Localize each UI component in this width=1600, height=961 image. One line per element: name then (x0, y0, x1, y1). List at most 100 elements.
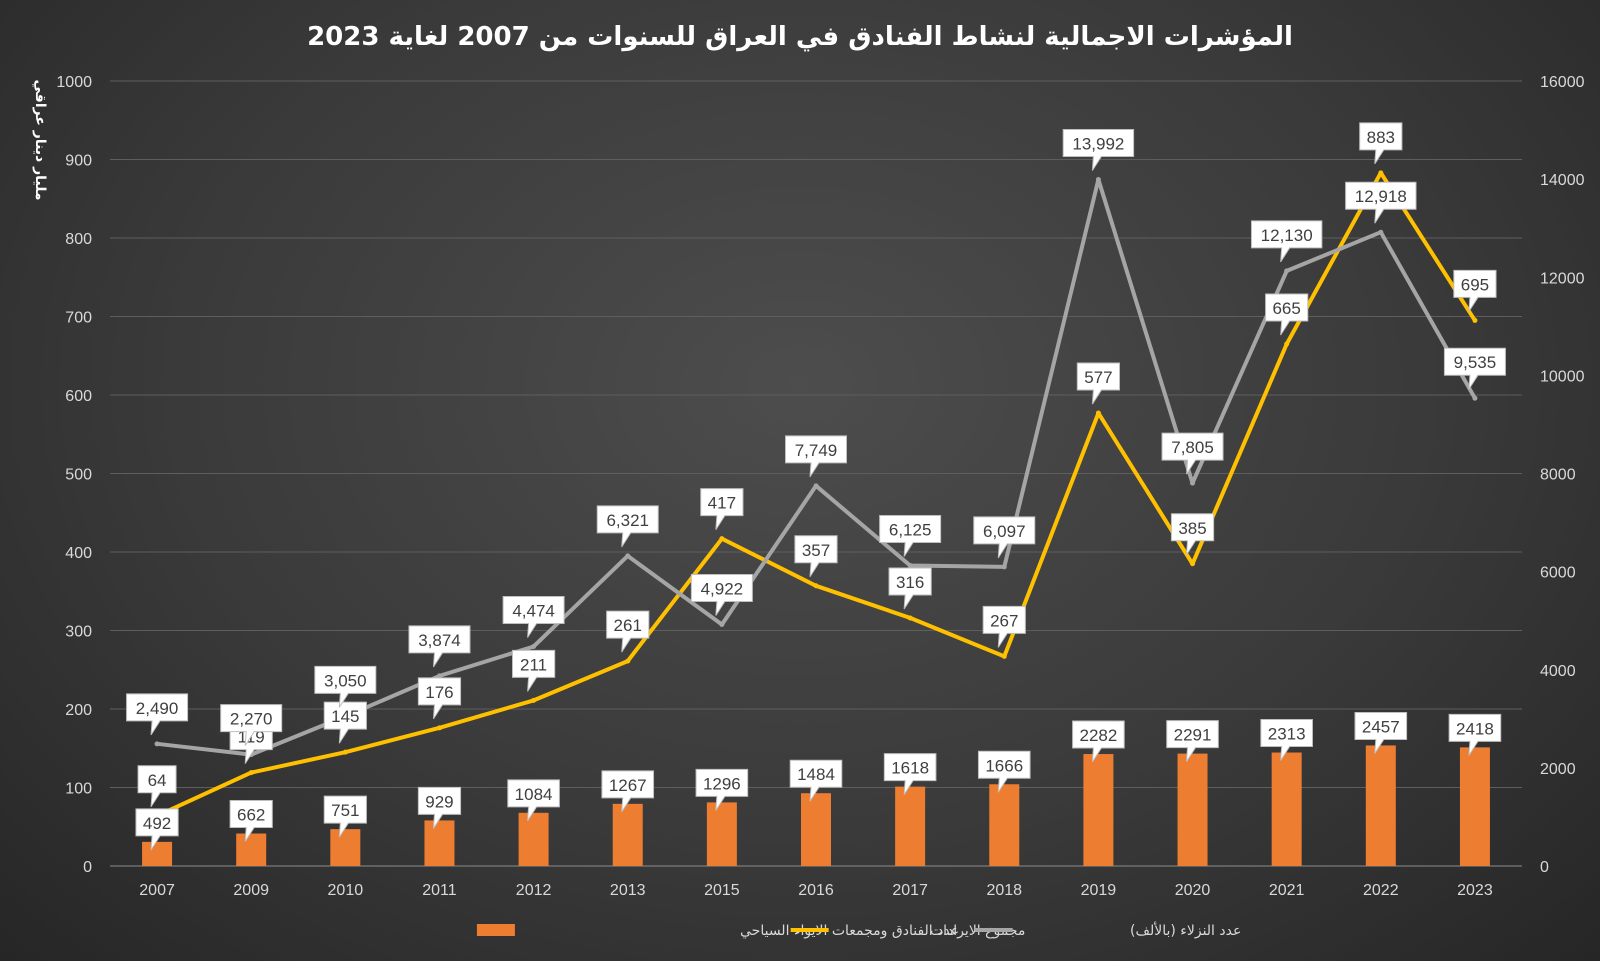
data-label-line: 267 (982, 605, 1026, 648)
data-label-line: 6,321 (596, 505, 659, 548)
data-label-text: 176 (425, 683, 453, 702)
data-label-box (888, 567, 932, 610)
data-label-box (229, 800, 273, 842)
left-y-axis: 0 100 200 300 400 500 600 700 800 900 1000 (56, 74, 92, 876)
data-label-box (135, 808, 179, 851)
data-label-line: 6,125 (879, 514, 942, 557)
data-label-text: 7,749 (795, 441, 838, 460)
data-label-box (1448, 713, 1502, 756)
data-point (719, 622, 725, 628)
data-label-box (220, 704, 283, 746)
data-point (1472, 317, 1478, 323)
legend-label: عدد النزلاء (بالألف) (1130, 921, 1241, 939)
data-point (1284, 341, 1290, 347)
bar (1459, 747, 1490, 866)
x-axis: 2007 2009 2010 2011 2012 2013 2015 2016 2017 2018… (139, 882, 1493, 899)
data-label-text: 2,270 (230, 710, 273, 729)
data-label-text: 6,125 (889, 520, 932, 539)
data-point (1378, 229, 1384, 235)
x-tick-label: 2022 (1363, 882, 1399, 899)
data-label-text: 2282 (1079, 726, 1117, 745)
data-label-box (417, 786, 462, 829)
data-label-text: 1267 (609, 776, 647, 795)
data-label-box (1170, 513, 1215, 556)
data-label-box (596, 505, 659, 548)
data-label-box (789, 759, 843, 802)
data-label-text: 3,050 (324, 671, 367, 690)
left-tick-label: 800 (65, 231, 92, 248)
x-tick-label: 2020 (1175, 882, 1211, 899)
data-label-line: 261 (606, 610, 650, 653)
data-point (625, 553, 631, 559)
bar (801, 793, 831, 866)
data-label-bar: 1666 (977, 750, 1031, 793)
data-label-line: 12,130 (1250, 220, 1323, 263)
data-label-text: 751 (331, 801, 359, 820)
data-label-box (408, 625, 471, 668)
data-point (813, 483, 819, 489)
data-label-line: 7,805 (1161, 432, 1224, 475)
x-tick-label: 2015 (704, 882, 740, 899)
data-label-text: 1618 (891, 759, 929, 778)
data-point (436, 725, 442, 731)
data-label-line: 695 (1453, 269, 1497, 312)
data-label-box (1062, 129, 1135, 171)
data-label-box (1453, 269, 1497, 312)
data-label-text: 1084 (515, 785, 553, 804)
gridlines (110, 80, 1522, 867)
data-label-text: 211 (520, 655, 547, 674)
data-label-text: 3,874 (418, 631, 461, 650)
data-label-box (879, 514, 942, 557)
bar (895, 786, 926, 866)
data-label-box (1345, 181, 1417, 224)
line-series (154, 170, 1478, 819)
data-label-text: 883 (1367, 128, 1395, 147)
data-label-line: 64 (137, 765, 177, 808)
data-label-line: 385 (1170, 513, 1215, 556)
data-label-text: 357 (802, 541, 830, 560)
x-tick-label: 2011 (422, 882, 457, 899)
data-label-box (314, 665, 377, 708)
data-point (154, 741, 160, 747)
data-label-box (690, 574, 753, 616)
bar (1271, 752, 1302, 866)
data-point (1095, 410, 1101, 416)
data-label-line: 9,535 (1443, 347, 1506, 390)
data-label-line: 417 (700, 488, 744, 530)
data-label-text: 6,097 (983, 522, 1026, 541)
data-label-box (982, 605, 1026, 648)
data-label-line: 13,992 (1062, 129, 1135, 171)
data-label-text: 4,474 (512, 601, 555, 620)
data-label-line: 145 (323, 701, 367, 744)
data-label-line: 357 (794, 535, 838, 578)
left-tick-label: 700 (65, 310, 92, 327)
left-tick-label: 900 (65, 153, 92, 170)
left-tick-label: 300 (65, 624, 92, 641)
data-label-bar: 1484 (789, 759, 843, 802)
data-label-line: 665 (1265, 293, 1309, 336)
data-label-text: 12,130 (1261, 226, 1313, 245)
data-label-bar: 662 (229, 800, 273, 842)
data-point (1001, 564, 1007, 570)
bar (330, 829, 361, 866)
left-tick-label: 600 (65, 388, 92, 405)
bar (142, 841, 173, 866)
data-point (907, 615, 913, 621)
data-label-line: 2,270 (220, 704, 283, 746)
data-label-text: 2457 (1362, 717, 1400, 736)
data-label-box (973, 516, 1036, 559)
data-label-text: 2418 (1456, 719, 1494, 738)
data-label-bar: 2313 (1260, 719, 1313, 761)
left-tick-label: 100 (65, 781, 92, 798)
right-tick-label: 14000 (1540, 172, 1585, 189)
data-label-line: 176 (417, 677, 462, 720)
data-label-box (1250, 220, 1323, 263)
data-label-box (1076, 362, 1120, 405)
data-label-text: 316 (896, 573, 924, 592)
data-point (719, 536, 725, 542)
data-label-text: 13,992 (1072, 135, 1124, 154)
data-point (531, 643, 537, 649)
data-label-text: 695 (1461, 275, 1489, 294)
data-label-bar: 1084 (507, 779, 560, 822)
x-tick-label: 2018 (986, 882, 1022, 899)
